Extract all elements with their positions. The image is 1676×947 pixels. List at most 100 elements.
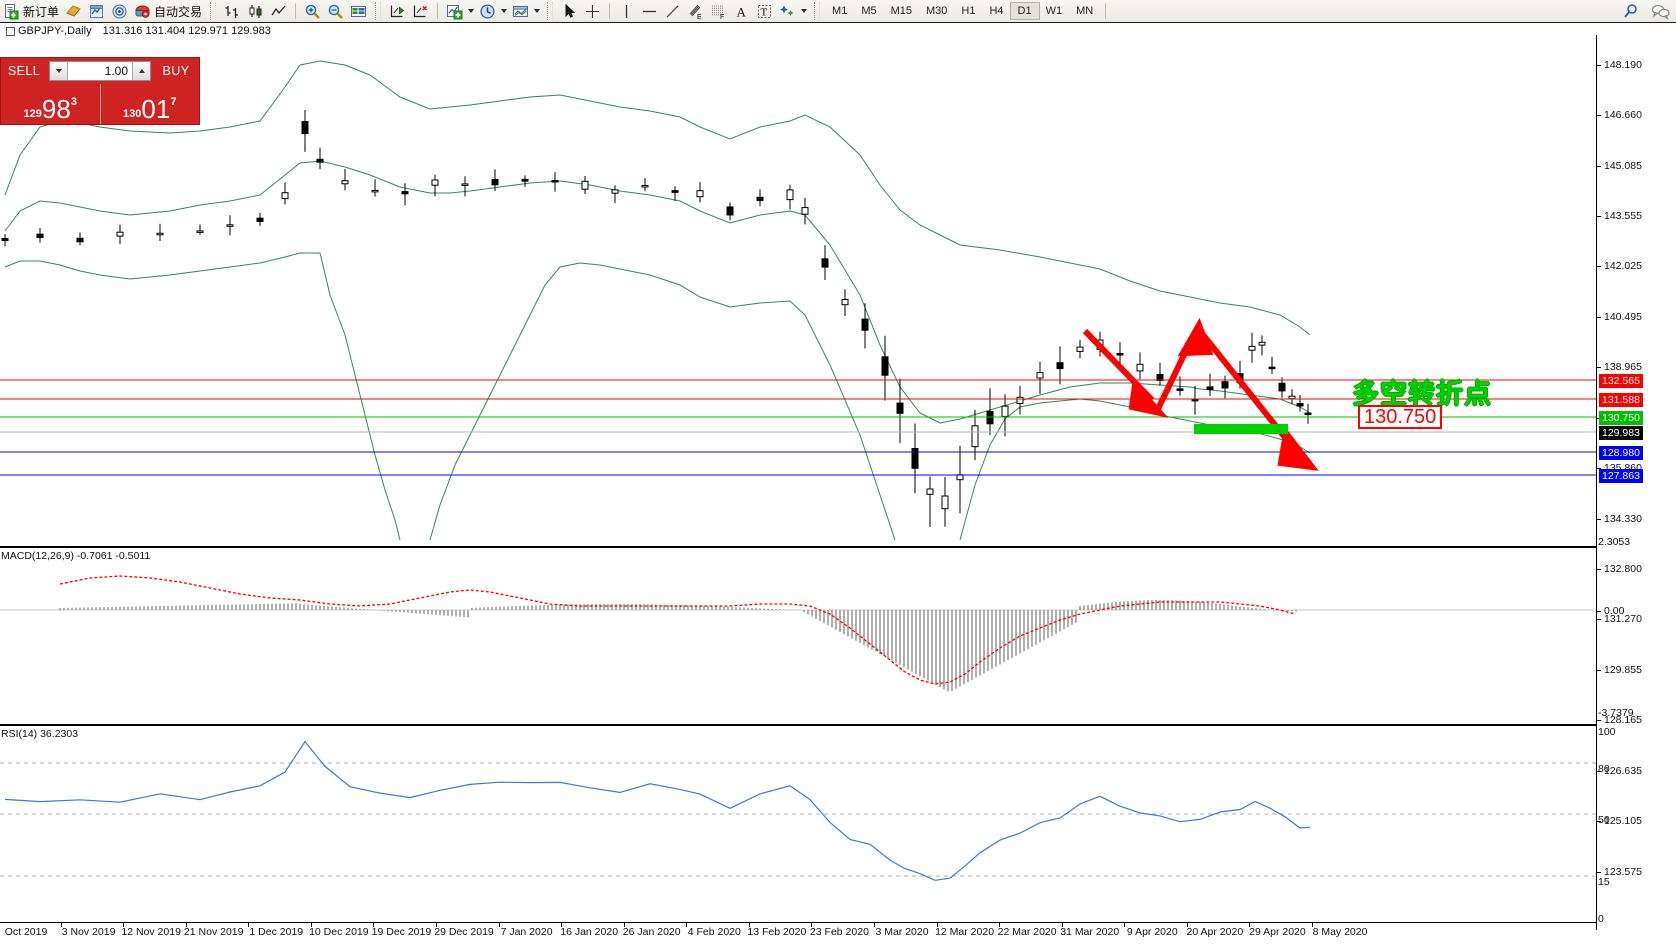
price-label-resistance-2[interactable]: 131.588: [1599, 393, 1643, 407]
zoom-out-button[interactable]: [324, 1, 347, 21]
zoom-in-button[interactable]: [301, 1, 324, 21]
price-label-resistance-1[interactable]: 132.565: [1599, 374, 1643, 388]
chart-minimize-icon[interactable]: [6, 26, 15, 36]
trendline-icon: [664, 3, 681, 20]
rsi-tick-100: 100: [1598, 726, 1616, 738]
timeframe-d1[interactable]: D1: [1009, 2, 1040, 20]
toolbar-grip-5[interactable]: [547, 2, 554, 20]
one-click-top-row: SELL 1.00 BUY: [1, 58, 199, 84]
candlestick-chart-button[interactable]: [244, 1, 267, 21]
period-button[interactable]: [476, 1, 499, 21]
line-chart-button[interactable]: [267, 1, 290, 21]
auto-scroll-button[interactable]: [409, 1, 432, 21]
time-tick: 7 Jan 2020: [500, 926, 553, 938]
time-tick: 21 Nov 2019: [183, 926, 244, 938]
shapes-button[interactable]: [776, 1, 799, 21]
bar-chart-button[interactable]: [221, 1, 244, 21]
equidistant-channel-icon: E: [687, 3, 704, 20]
price-label-support-1[interactable]: 130.750: [1599, 411, 1643, 425]
rsi-pane[interactable]: RSI(14) 36.2303: [0, 724, 1596, 920]
trendline-button[interactable]: [661, 1, 684, 21]
text-button[interactable]: A: [730, 1, 753, 21]
time-tick: 26 Jan 2020: [622, 926, 681, 938]
toolbar-grip-7[interactable]: [814, 2, 821, 20]
chevron-down-icon: [55, 69, 62, 73]
price-tick: 138.965: [1597, 361, 1642, 373]
buy-button[interactable]: 130 01 7: [99, 84, 200, 124]
search-icon[interactable]: [1622, 3, 1639, 20]
add-indicator-button[interactable]: [443, 1, 466, 21]
fibonacci-button[interactable]: F: [707, 1, 730, 21]
macd-signal-line: [59, 575, 1296, 685]
chat-icon[interactable]: [1651, 3, 1670, 20]
cursor-button[interactable]: [558, 1, 581, 21]
time-tick: 10 Dec 2019: [309, 926, 369, 938]
shapes-dropdown-icon[interactable]: [801, 9, 808, 13]
time-scale[interactable]: Oct 2019 3 Nov 2019 12 Nov 2019 21 Nov 2019…: [0, 922, 1596, 947]
text-label-button[interactable]: T: [753, 1, 776, 21]
time-tick-mark: [748, 923, 750, 927]
chart-window[interactable]: GBPJPY-,Daily 131.316 131.404 129.971 12…: [0, 22, 1676, 947]
add-indicator-dropdown-icon[interactable]: [468, 9, 475, 13]
text-label-icon: T: [756, 3, 773, 20]
price-scale[interactable]: 148.190 146.660 145.085 143.555 142.025 …: [1596, 35, 1676, 930]
period-dropdown-icon[interactable]: [501, 9, 508, 13]
time-tick: 29 Dec 2019: [434, 926, 494, 938]
templates-dropdown-icon[interactable]: [534, 9, 541, 13]
timeframe-h4[interactable]: H4: [989, 5, 1004, 17]
bollinger-bands: [4, 60, 1311, 541]
timeframe-w1[interactable]: W1: [1045, 5, 1063, 17]
price-pane[interactable]: [0, 35, 1596, 545]
volume-increase-button[interactable]: [132, 62, 150, 80]
toolbar-grip-1[interactable]: [210, 2, 217, 20]
svg-text:T: T: [761, 6, 768, 18]
templates-button[interactable]: [509, 1, 532, 21]
volume-decrease-button[interactable]: [50, 62, 68, 80]
chinese-annotation: 多空转折点: [1352, 379, 1492, 410]
expert-advisors-button[interactable]: [62, 1, 85, 21]
macd-histogram: [59, 600, 1297, 692]
sell-button[interactable]: 129 98 3: [1, 84, 100, 124]
time-tick-mark: [310, 923, 312, 927]
time-tick-mark: [248, 923, 250, 927]
timeframe-m15[interactable]: M15: [890, 5, 912, 17]
chart-title: GBPJPY-,Daily 131.316 131.404 129.971 12…: [6, 25, 271, 37]
timeframe-mn[interactable]: MN: [1076, 5, 1094, 17]
new-order-icon: [3, 3, 20, 20]
time-tick-mark: [373, 923, 375, 927]
price-tick: 145.085: [1597, 160, 1642, 172]
timeframe-m5[interactable]: M5: [861, 5, 877, 17]
volume-value[interactable]: 1.00: [104, 64, 128, 78]
timeframe-m1[interactable]: M1: [832, 5, 848, 17]
equidistant-channel-button[interactable]: E: [684, 1, 707, 21]
timeframe-m30[interactable]: M30: [926, 5, 948, 17]
time-tick-mark: [185, 923, 187, 927]
sell-label: SELL: [7, 64, 41, 78]
time-tick-mark: [561, 923, 563, 927]
data-window-button[interactable]: [347, 1, 370, 21]
time-tick-mark: [60, 923, 62, 927]
one-click-trading-panel[interactable]: SELL 1.00 BUY 129 98 3 130 01 7: [0, 57, 200, 125]
timeframe-h1[interactable]: H1: [961, 5, 976, 17]
zoom-in-icon: [304, 3, 321, 20]
candlestick-chart-icon: [247, 3, 264, 20]
chart-shift-button[interactable]: [386, 1, 409, 21]
horizontal-line-button[interactable]: [638, 1, 661, 21]
price-label-support-3[interactable]: 127.863: [1599, 469, 1643, 483]
text-icon: A: [733, 3, 750, 20]
signals-button[interactable]: [108, 1, 131, 21]
macd-pane[interactable]: MACD(12,26,9) -0.7061 -0.5011: [0, 546, 1596, 722]
new-order-button[interactable]: 新订单: [0, 1, 62, 21]
vertical-line-button[interactable]: [615, 1, 638, 21]
time-tick-mark: [623, 923, 625, 927]
rsi-chart-svg: [0, 740, 1596, 881]
crosshair-button[interactable]: [581, 1, 604, 21]
time-tick: 31 Mar 2020: [1060, 926, 1120, 938]
sell-price-big-figure: 129: [23, 108, 42, 120]
indicators-button[interactable]: [85, 1, 108, 21]
autotrading-button[interactable]: 自动交易: [131, 1, 205, 21]
autotrading-label: 自动交易: [154, 4, 203, 19]
volume-stepper[interactable]: 1.00: [49, 61, 151, 81]
price-label-support-2[interactable]: 128.980: [1599, 446, 1643, 460]
toolbar-grip-3[interactable]: [375, 2, 382, 20]
